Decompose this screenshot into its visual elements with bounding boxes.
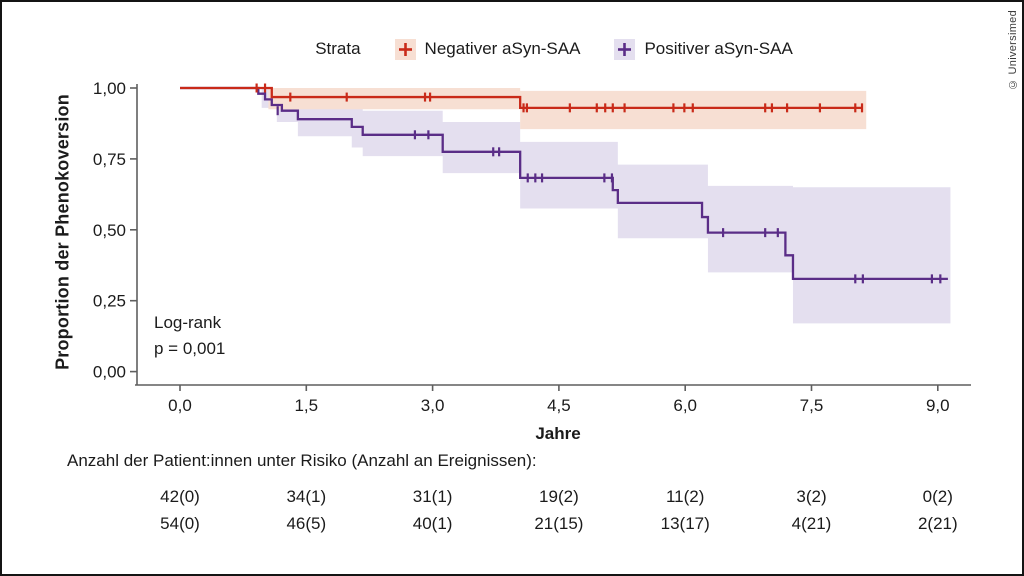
y-axis-title: Proportion der Phenokoversion xyxy=(52,94,73,370)
legend-label-positiv: Positiver aSyn-SAA xyxy=(644,39,793,58)
x-tick-label: 1,5 xyxy=(294,396,318,415)
logrank-annotation: Log-rank p = 0,001 xyxy=(154,310,225,363)
x-tick-label: 9,0 xyxy=(926,396,950,415)
km-curve xyxy=(180,86,948,281)
km-plot: 0,00 0,25 0,50 0,75 1,00 0,0 1,5 3,0 4,5 6,0 7,5 9,… xyxy=(93,79,971,415)
x-tick-label: 7,5 xyxy=(800,396,824,415)
risk-cell: 3(2) xyxy=(796,487,827,506)
censor-marks xyxy=(276,106,942,284)
risk-cell: 4(21) xyxy=(791,514,832,533)
risk-cell: 31(1) xyxy=(412,487,453,506)
legend-item-positiv: Positiver aSyn-SAA xyxy=(614,38,793,60)
negativ-key-icon xyxy=(394,38,416,60)
y-tick-label: 0,00 xyxy=(93,363,126,382)
censor-marks xyxy=(255,83,864,113)
logrank-line1: Log-rank xyxy=(154,313,222,332)
positiv-key-icon xyxy=(614,38,636,60)
x-tick-label: 3,0 xyxy=(421,396,445,415)
risk-cell: 21(15) xyxy=(534,514,584,533)
legend-item-negativ: Negativer aSyn-SAA xyxy=(394,38,581,60)
risk-cell: 34(1) xyxy=(286,487,327,506)
x-tick-label: 0,0 xyxy=(168,396,192,415)
risk-cell: 42(0) xyxy=(160,487,200,506)
x-tick-label: 6,0 xyxy=(673,396,697,415)
axes xyxy=(130,84,971,391)
y-tick-label: 1,00 xyxy=(93,79,126,98)
y-tick-label: 0,75 xyxy=(93,150,126,169)
legend: Strata Negativer aSyn-SAA Positiver aSyn… xyxy=(137,34,971,64)
logrank-line2: p = 0,001 xyxy=(154,339,226,359)
x-axis-title: Jahre xyxy=(535,424,581,443)
ci-band xyxy=(261,88,951,324)
risk-cell: 11(2) xyxy=(665,487,705,506)
risk-table-title: Anzahl der Patient:innen unter Risiko (A… xyxy=(67,451,537,470)
copyright-credit: © Universimed xyxy=(1007,10,1019,91)
risk-cell: 54(0) xyxy=(160,514,200,533)
risk-cell: 40(1) xyxy=(412,514,453,533)
risk-cell: 2(21) xyxy=(917,514,958,533)
risk-cell: 13(17) xyxy=(660,514,710,533)
legend-label-negativ: Negativer aSyn-SAA xyxy=(424,39,581,58)
x-tick-label: 4,5 xyxy=(547,396,571,415)
y-tick-label: 0,50 xyxy=(93,221,126,240)
risk-cell: 46(5) xyxy=(286,514,327,533)
risk-cell: 0(2) xyxy=(922,487,953,506)
legend-title: Strata xyxy=(315,39,361,58)
y-tick-label: 0,25 xyxy=(93,292,126,311)
risk-cell: 19(2) xyxy=(539,487,579,506)
